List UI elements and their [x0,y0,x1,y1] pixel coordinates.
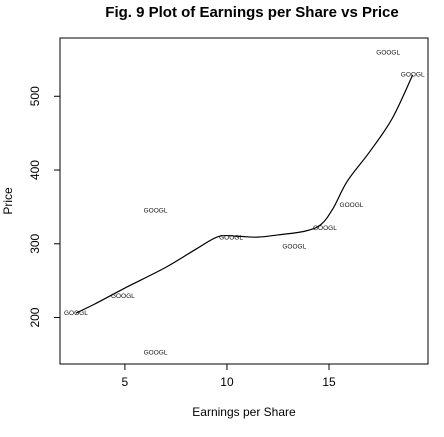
data-point-label: GOOGL [401,72,425,79]
x-tick-label: 10 [220,375,234,389]
y-tick-label: 200 [28,307,42,327]
plot-frame [59,37,429,365]
y-tick-label: 500 [28,86,42,106]
data-point-label: GOOGL [144,207,168,214]
data-point-label: GOOGL [313,225,337,232]
data-point-label: GOOGL [64,310,88,317]
x-axis: 5 10 15 [122,364,336,389]
smooth-line [75,74,414,314]
x-tick-label: 5 [122,375,129,389]
y-tick-label: 400 [28,160,42,180]
y-axis: 200 300 400 500 [28,86,60,328]
y-tick-label: 300 [28,233,42,253]
x-tick-label: 15 [322,375,336,389]
y-axis-label: Price [1,187,15,215]
data-point-label: GOOGL [144,350,168,357]
data-point-label: GOOGL [282,243,306,250]
data-point-label: GOOGL [340,202,364,209]
data-point-label: GOOGL [111,293,135,300]
point-labels: GOOGL GOOGL GOOGL GOOGL GOOGL GOOGL GOOGL GOOGL… [64,49,425,356]
data-point-label: GOOGL [219,235,243,242]
chart-title: Fig. 9 Plot of Earnings per Share vs Pri… [105,4,398,21]
x-axis-label: Earnings per Share [192,405,296,419]
data-point-label: GOOGL [376,49,400,56]
